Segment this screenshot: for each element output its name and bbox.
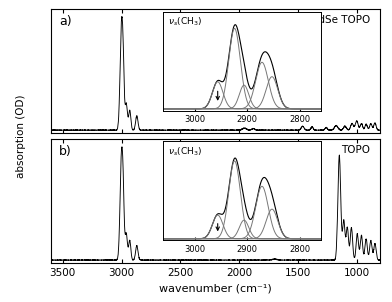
Text: absorption (OD): absorption (OD) — [16, 94, 26, 178]
Text: a): a) — [59, 15, 72, 28]
Text: CdSe TOPO: CdSe TOPO — [311, 15, 370, 25]
Text: b): b) — [59, 145, 72, 158]
X-axis label: wavenumber (cm⁻¹): wavenumber (cm⁻¹) — [159, 283, 272, 293]
Text: TOPO: TOPO — [341, 145, 370, 155]
